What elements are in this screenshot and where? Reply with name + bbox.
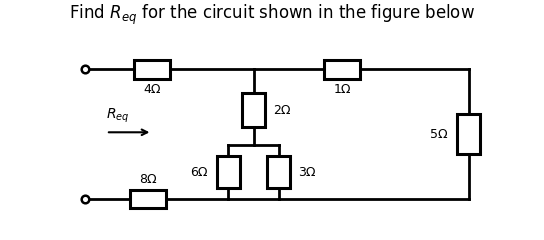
Text: Find $R_{eq}$ for the circuit shown in the figure below: Find $R_{eq}$ for the circuit shown in t… (69, 2, 475, 27)
Bar (130, 190, 166, 208)
Bar (242, 93, 265, 127)
Text: $R_{eq}$: $R_{eq}$ (106, 107, 129, 125)
Bar (457, 114, 480, 155)
Text: 6Ω: 6Ω (190, 166, 207, 179)
Text: 8Ω: 8Ω (139, 173, 157, 186)
Text: 2Ω: 2Ω (273, 104, 290, 117)
Text: 5Ω: 5Ω (430, 128, 448, 141)
Bar (267, 156, 290, 188)
Text: 3Ω: 3Ω (298, 166, 316, 179)
Text: 4Ω: 4Ω (144, 83, 161, 96)
Bar (324, 60, 360, 79)
Bar (217, 156, 240, 188)
Text: 1Ω: 1Ω (333, 83, 351, 96)
Bar (134, 60, 170, 79)
